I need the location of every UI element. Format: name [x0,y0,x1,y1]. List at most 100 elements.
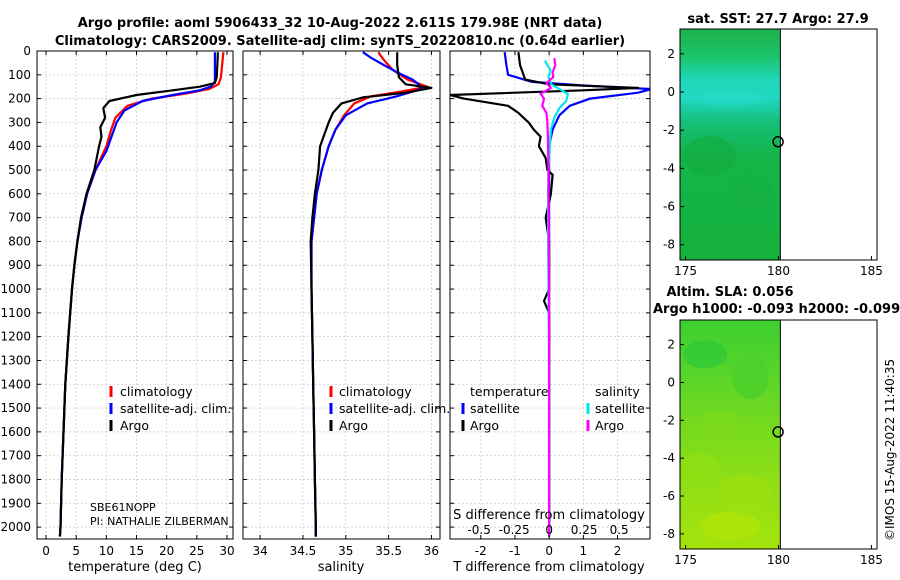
legend-satellite-t: satellite [470,401,520,416]
temperature-panel: 0 5 10 15 20 25 30 0 100 200 300 400 500 600 700 800 90… [0,44,234,575]
series-line-argo [58,52,219,537]
map-x-tick-label: 175 [674,264,697,278]
float-sensor-label: SBE61NOPP [90,501,156,514]
x-tick-label: 5 [72,544,80,558]
y-tick-label: 800 [8,234,31,248]
map-x-tick-label: 175 [674,553,697,567]
map-x-tick-label: 180 [767,553,790,567]
series-line-climatology [58,52,225,537]
map-y-tick-label: -8 [663,527,675,541]
salinity-panel: 34 34.5 35 35.5 36 salinity climatology sate… [242,50,450,575]
x-tick-label: 34 [252,544,267,558]
sla-float-marker [772,426,784,438]
y-tick-label: 400 [8,139,31,153]
sla-patch [700,512,761,541]
title-line-2: Climatology: CARS2009. Satellite-adj cli… [55,34,625,49]
x-tick-label: 20 [159,544,174,558]
pi-label: PI: NATHALIE ZILBERMAN [90,515,229,528]
sla-patch [732,355,769,400]
x-tick-label: 35 [338,544,353,558]
series-line-argo-s [539,57,557,537]
salinity-ticks: 34 34.5 35 35.5 36 [243,50,440,558]
y-tick-label: 200 [8,92,31,106]
map-y-tick-label: -4 [663,161,675,175]
sla-patch [719,473,772,510]
difference-ticks: -2 -1 0 1 2 [450,50,650,558]
s-difference-label: S difference from climatology [453,508,645,523]
y-tick-label: 500 [8,163,31,177]
sst-map-title: sat. SST: 27.7 Argo: 27.9 [687,12,868,27]
t-difference-label: T difference from climatology [452,560,645,575]
sst-map: sat. SST: 27.7 Argo: 27.9 175 180 185 2 0 -2 -… [663,12,883,278]
y-tick-label: 1000 [0,282,31,296]
map-y-tick-label: 2 [667,47,675,61]
y-tick-label: 900 [8,258,31,272]
sst-patch [728,172,773,209]
sst-patch [694,90,767,107]
x-tick-label: 10 [99,544,114,558]
legend-satellite-adj: satellite-adj. clim. [339,401,450,416]
legend-argo-t: Argo [470,418,499,433]
sla-map-subtitle: Argo h1000: -0.093 h2000: -0.099 [653,302,900,317]
x-tick-label: 0 [42,544,50,558]
s-tick-label: 0.25 [571,523,598,537]
map-y-tick-label: -2 [663,413,675,427]
temperature-series [58,52,225,537]
sla-map: Altim. SLA: 0.056 Argo h1000: -0.093 h20… [653,285,900,567]
salinity-series [309,51,433,537]
map-y-tick-label: 2 [667,338,675,352]
sla-patch [696,411,745,436]
map-y-tick-label: 0 [667,375,675,389]
sla-map-ticks: 175 180 185 2 0 -2 -4 -6 -8 [663,338,883,567]
difference-series [450,52,650,537]
sla-field [680,320,781,549]
salinity-legend: climatology satellite-adj. clim. Argo [329,384,450,433]
map-x-tick-label: 180 [767,264,790,278]
salinity-gridlines [243,50,440,539]
sst-float-marker [772,136,784,148]
x-tick-label: 36 [424,544,439,558]
y-tick-label: 1500 [0,401,31,415]
x-tick-label: 25 [189,544,204,558]
difference-axes-frame [449,50,651,540]
legend-climatology: climatology [339,384,412,399]
s-tick-label: -0.25 [499,523,530,537]
map-y-tick-label: -6 [663,489,675,503]
sst-patch [684,136,737,177]
map-y-tick-label: -4 [663,451,675,465]
difference-panel: -2 -1 0 1 2 S difference from climatology -0… [449,50,651,575]
y-tick-label: 1400 [0,377,31,391]
sla-patch [680,452,721,485]
s-tick-label: 0 [545,523,553,537]
map-y-tick-label: 0 [667,85,675,99]
x-tick-label: -2 [475,544,487,558]
y-tick-label: 600 [8,187,31,201]
x-tick-label: -1 [509,544,521,558]
title-line-1: Argo profile: aoml 5906433_32 10-Aug-202… [78,16,603,31]
map-y-tick-label: -6 [663,200,675,214]
temperature-x-label: temperature (deg C) [68,560,202,575]
y-tick-label: 1300 [0,353,31,367]
y-tick-label: 1200 [0,330,31,344]
temperature-legend: climatology satellite-adj. clim. Argo [109,384,231,433]
y-tick-label: 1600 [0,425,31,439]
sst-field [680,29,781,260]
s-difference-tick-labels: -0.5 -0.25 0 0.25 0.5 [467,523,628,537]
legend-heading-temperature: temperature [470,384,549,399]
temperature-gridlines [37,50,233,539]
imos-credit: ©IMOS 15-Aug-2022 11:40:35 [883,359,897,541]
legend-argo-s: Argo [595,418,624,433]
y-tick-label: 300 [8,115,31,129]
legend-argo: Argo [339,418,368,433]
legend-satellite-s: satellite [595,401,645,416]
sla-map-title: Altim. SLA: 0.056 [667,285,794,300]
y-tick-label: 1100 [0,306,31,320]
pressure-tick-labels: 0 100 200 300 400 500 600 700 800 900 1000 1100 1200… [0,44,31,534]
y-tick-label: 2000 [0,520,31,534]
temperature-axes-frame [36,50,234,540]
legend-argo: Argo [120,418,149,433]
difference-legend: temperature salinity satellite Argo sate… [461,384,645,433]
series-line-argo [309,52,433,537]
x-tick-label: 1 [580,544,588,558]
s-tick-label: 0.5 [610,523,629,537]
